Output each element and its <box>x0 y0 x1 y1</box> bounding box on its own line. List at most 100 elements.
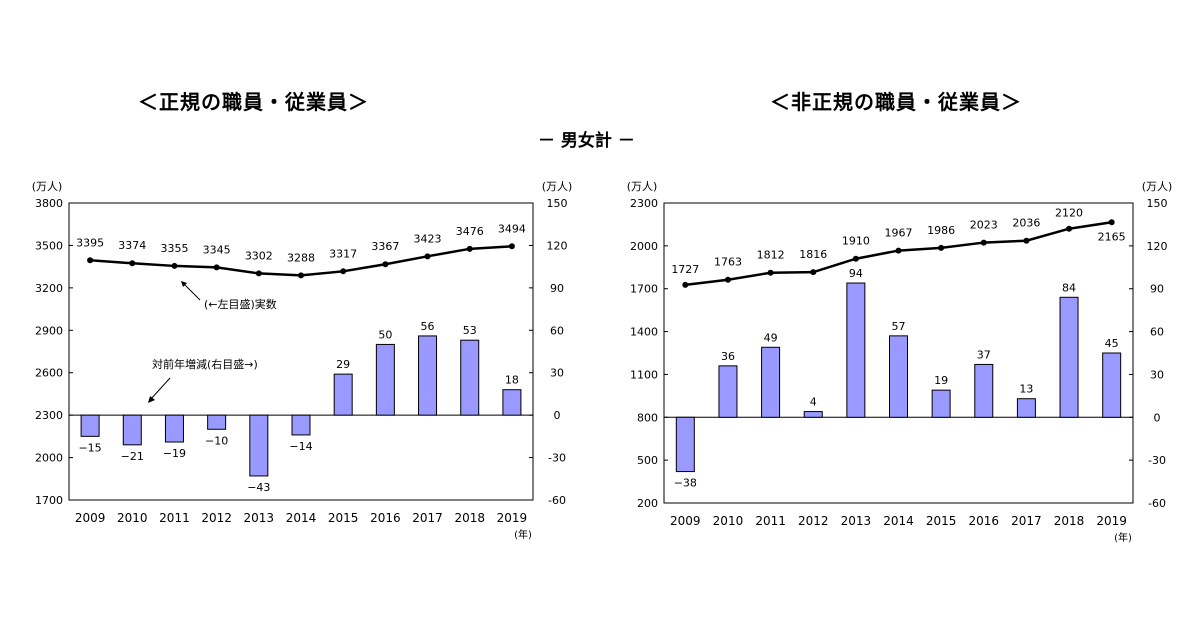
left-bar <box>460 339 480 416</box>
right-line-label: 1812 <box>757 249 785 262</box>
left-line-point <box>213 264 220 271</box>
right-bar-label: 45 <box>1105 337 1119 350</box>
left-line-label: 3302 <box>245 249 273 262</box>
right-line-point <box>810 269 817 276</box>
left-x-tick-label: 2016 <box>370 511 401 525</box>
right-x-tick-label: 2015 <box>926 514 957 528</box>
right-x-tick-label: 2010 <box>713 514 744 528</box>
left-line-point <box>298 272 304 279</box>
right-line-label: 1763 <box>714 256 742 269</box>
left-bar <box>80 414 100 437</box>
left-left-tick-label: 2000 <box>35 452 63 465</box>
chart-subtitle: － 男女計 － <box>538 131 635 151</box>
right-right-tick-label: 90 <box>1150 283 1164 296</box>
left-left-tick-label: 2600 <box>35 367 63 380</box>
left-line-point <box>87 257 94 264</box>
right-line-label: 1727 <box>671 263 699 276</box>
left-x-tick-label: 2019 <box>497 511 528 525</box>
left-x-tick-label: 2015 <box>328 511 359 525</box>
left-bar-label: −21 <box>121 450 144 463</box>
left-x-tick-label: 2018 <box>454 511 485 525</box>
right-line-point <box>1108 219 1115 226</box>
right-line-point <box>980 239 987 246</box>
left-right-tick-label: 30 <box>550 367 564 380</box>
right-x-unit: (年) <box>1114 531 1132 544</box>
right-x-tick-label: 2009 <box>670 514 701 528</box>
left-annotation-bar-arrowhead <box>148 396 155 403</box>
left-right-tick-label: 150 <box>547 197 568 210</box>
right-left-tick-label: 2000 <box>630 240 658 253</box>
right-bar <box>718 365 738 418</box>
left-bar-label: −19 <box>163 447 186 460</box>
left-annotation-bar: 対前年増減(右目盛→) <box>152 357 258 371</box>
right-line-label: 1986 <box>927 224 955 237</box>
left-annotation-line-arrowhead <box>181 281 187 287</box>
right-left-tick-label: 1100 <box>630 368 658 381</box>
right-line-point <box>767 269 774 276</box>
left-bar-label: −14 <box>289 440 312 453</box>
right-right-unit: (万人) <box>1142 180 1173 193</box>
chart-title-right: ＜非正規の職員・従業員＞ <box>770 90 1022 114</box>
left-line-label: 3395 <box>76 236 104 249</box>
left-line-point <box>171 262 178 269</box>
right-line-point <box>852 255 859 262</box>
right-left-tick-label: 800 <box>637 411 658 424</box>
left-line-label: 3345 <box>203 243 231 256</box>
left-bar-label: −43 <box>247 481 270 494</box>
left-x-tick-label: 2017 <box>412 511 443 525</box>
left-bar-label: 56 <box>421 320 435 333</box>
left-x-tick-label: 2011 <box>159 511 190 525</box>
left-right-tick-label: 0 <box>554 409 561 422</box>
left-line-point <box>508 243 515 250</box>
right-left-tick-label: 2300 <box>630 197 658 210</box>
right-line-point <box>895 247 902 254</box>
right-bar-label: −38 <box>674 477 697 490</box>
left-right-tick-label: 120 <box>547 239 568 252</box>
right-line-label: 2023 <box>970 219 998 232</box>
right-bar <box>1016 398 1036 418</box>
right-bar-label: 36 <box>721 350 735 363</box>
left-x-tick-label: 2009 <box>75 511 106 525</box>
left-x-tick-label: 2013 <box>244 511 275 525</box>
right-x-tick-label: 2019 <box>1096 514 1127 528</box>
left-bar-label: 50 <box>378 328 392 341</box>
right-right-tick-label: -30 <box>1148 454 1166 467</box>
right-line-label: 1910 <box>842 235 870 248</box>
left-bar-label: 29 <box>336 358 350 371</box>
left-x-tick-label: 2014 <box>286 511 317 525</box>
left-left-tick-label: 3800 <box>35 197 63 210</box>
left-line-label: 3288 <box>287 251 315 264</box>
right-bar <box>846 282 866 418</box>
left-bar-label: −10 <box>205 434 228 447</box>
left-right-tick-label: 90 <box>550 282 564 295</box>
right-x-tick-label: 2013 <box>841 514 872 528</box>
right-right-tick-label: 30 <box>1150 368 1164 381</box>
left-x-tick-label: 2010 <box>117 511 148 525</box>
left-line-label: 3374 <box>118 239 146 252</box>
right-bar <box>1102 352 1122 418</box>
left-plot-frame <box>68 202 534 501</box>
right-bar <box>931 389 951 418</box>
right-bar-label: 84 <box>1062 281 1076 294</box>
right-left-tick-label: 1700 <box>630 283 658 296</box>
right-bar-label: 49 <box>764 331 778 344</box>
left-line-point <box>340 268 347 275</box>
left-bar <box>418 335 438 416</box>
right-left-tick-label: 200 <box>637 497 658 510</box>
right-bar <box>761 346 781 418</box>
right-line-point <box>1023 237 1030 244</box>
left-left-tick-label: 2900 <box>35 324 63 337</box>
right-bar-label: 13 <box>1019 383 1033 396</box>
left-bar <box>249 414 269 477</box>
left-line-label: 3494 <box>498 222 526 235</box>
left-x-unit: (年) <box>514 528 532 541</box>
left-bar <box>207 414 227 430</box>
left-left-tick-label: 3500 <box>35 239 63 252</box>
chart-title-left: ＜正規の職員・従業員＞ <box>138 90 369 114</box>
left-bar-label: 18 <box>505 374 519 387</box>
right-right-tick-label: 150 <box>1147 197 1168 210</box>
right-line-point <box>724 276 731 283</box>
right-bar <box>974 363 994 418</box>
left-line-label: 3476 <box>456 225 484 238</box>
